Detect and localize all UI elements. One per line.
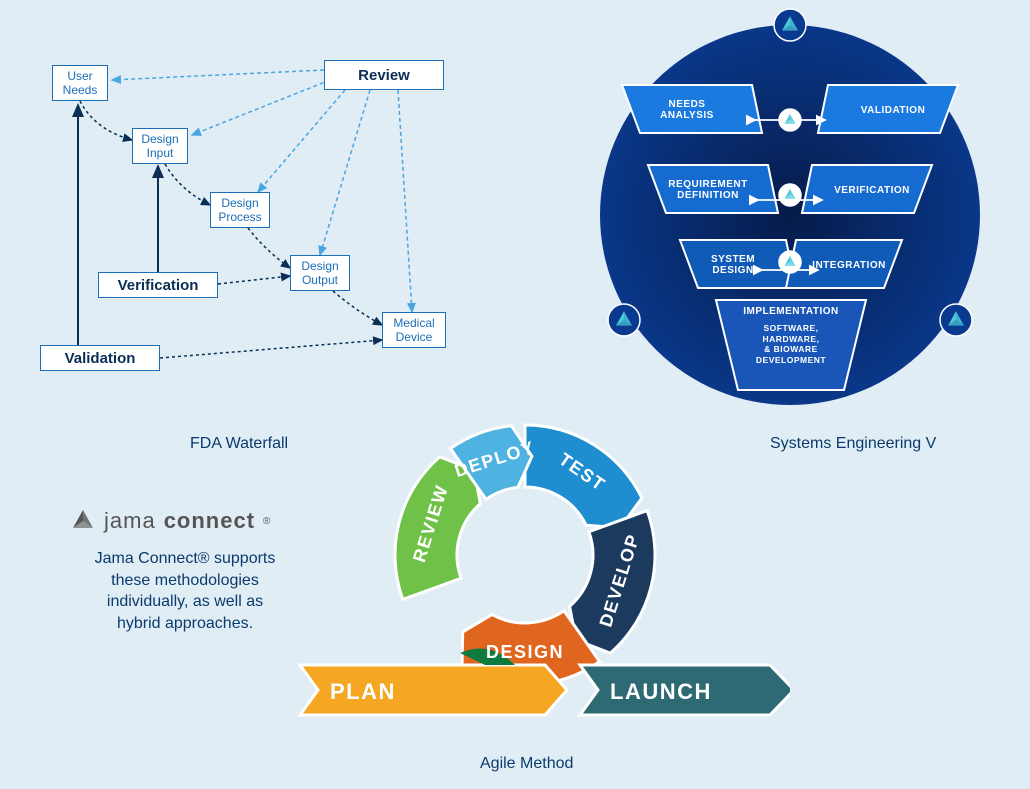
agile-title: Agile Method (480, 755, 573, 773)
agile-plan: PLAN (330, 679, 396, 705)
vm-right-1: VERIFICATION (812, 173, 932, 207)
vm-right-2: INTEGRATION (796, 248, 902, 282)
vm-left-1: REQUIREMENTDEFINITION (648, 173, 768, 207)
vmodel-title: Systems Engineering V (770, 435, 936, 453)
vm-impl: IMPLEMENTATIONSOFTWARE,HARDWARE,& BIOWAR… (716, 306, 866, 366)
logo-text-jama: jama (104, 508, 156, 534)
wf-node-review: Review (324, 60, 444, 90)
wf-node-verification: Verification (98, 272, 218, 298)
jama-logo: jama connect ® (70, 508, 270, 534)
agile-seg-design: DESIGN (480, 642, 570, 663)
logo-text-connect: connect (164, 508, 255, 534)
vm-left-2: SYSTEMDESIGN (680, 248, 786, 282)
vm-right-0: VALIDATION (828, 93, 958, 127)
jama-icon (70, 508, 96, 534)
wf-node-design_process: DesignProcess (210, 192, 270, 228)
wf-node-validation: Validation (40, 345, 160, 371)
wf-node-design_output: DesignOutput (290, 255, 350, 291)
vm-left-0: NEEDSANALYSIS (622, 93, 752, 127)
wf-node-design_input: DesignInput (132, 128, 188, 164)
wf-node-medical_device: MedicalDevice (382, 312, 446, 348)
branding-description: Jama Connect® supportsthese methodologie… (70, 548, 300, 634)
wf-node-user_needs: UserNeeds (52, 65, 108, 101)
waterfall-title: FDA Waterfall (190, 435, 288, 453)
agile-launch: LAUNCH (610, 679, 712, 705)
